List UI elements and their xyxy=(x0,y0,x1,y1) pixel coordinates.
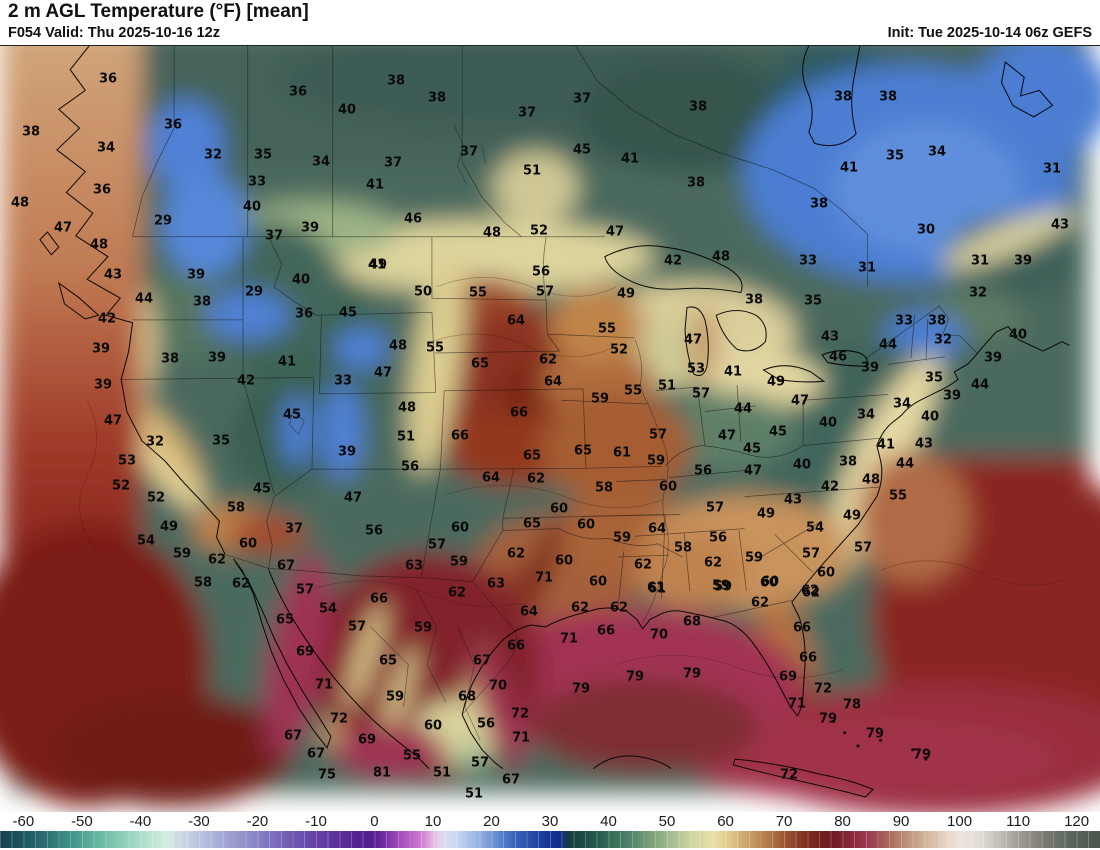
small-islands xyxy=(831,719,928,761)
colorbar-gradient xyxy=(0,831,1100,848)
colorbar-tick: -60 xyxy=(12,813,35,830)
colorbar-tick: -30 xyxy=(188,813,210,830)
colorbar-tick: 40 xyxy=(600,813,617,830)
state-borders xyxy=(121,46,978,618)
rivers xyxy=(288,124,669,741)
contour-lines xyxy=(79,276,1065,679)
colorbar-tick: 0 xyxy=(370,813,379,830)
colorbar-tick: 80 xyxy=(834,813,851,830)
colorbar-tick: 70 xyxy=(775,813,793,830)
colorbar-tick: -10 xyxy=(305,813,327,830)
page-title: 2 m AGL Temperature (°F) [mean] xyxy=(8,1,309,22)
coastlines xyxy=(39,46,1070,798)
colorbar-tick-labels: -60 -50 -40 -30 -20 -10 0 10 20 30 40 50 60 70 80 90 100… xyxy=(0,813,1100,830)
colorbar-tick: 50 xyxy=(658,813,676,830)
colorbar-tick: 110 xyxy=(1006,813,1031,830)
colorbar-tick: -20 xyxy=(246,813,269,830)
colorbar-tick: 90 xyxy=(892,813,910,830)
colorbar-tick: -40 xyxy=(129,813,152,830)
colorbar-tick: 30 xyxy=(541,813,559,830)
map-canvas xyxy=(0,46,1100,813)
colorbar-tick: 20 xyxy=(483,813,500,830)
colorbar-cell-lines xyxy=(0,831,1100,848)
valid-time: F054 Valid: Thu 2025-10-16 12z xyxy=(8,25,220,41)
colorbar-tick: -50 xyxy=(71,813,93,830)
map-header: 2 m AGL Temperature (°F) [mean] F054 Val… xyxy=(0,0,1100,45)
colorbar-tick: 120 xyxy=(1064,813,1090,830)
init-time: Init: Tue 2025-10-14 06z GEFS xyxy=(887,25,1092,41)
colorbar-tick: 10 xyxy=(424,813,442,830)
colorbar-tick: 60 xyxy=(717,813,734,830)
colorbar-tick: 100 xyxy=(947,813,973,830)
colorbar: -60 -50 -40 -30 -20 -10 0 10 20 30 40 50 60 70 80 90 100… xyxy=(0,812,1100,850)
temperature-map: www.pivotalweather.com piv tal weather xyxy=(0,45,1100,850)
temperature-field xyxy=(0,46,1100,813)
